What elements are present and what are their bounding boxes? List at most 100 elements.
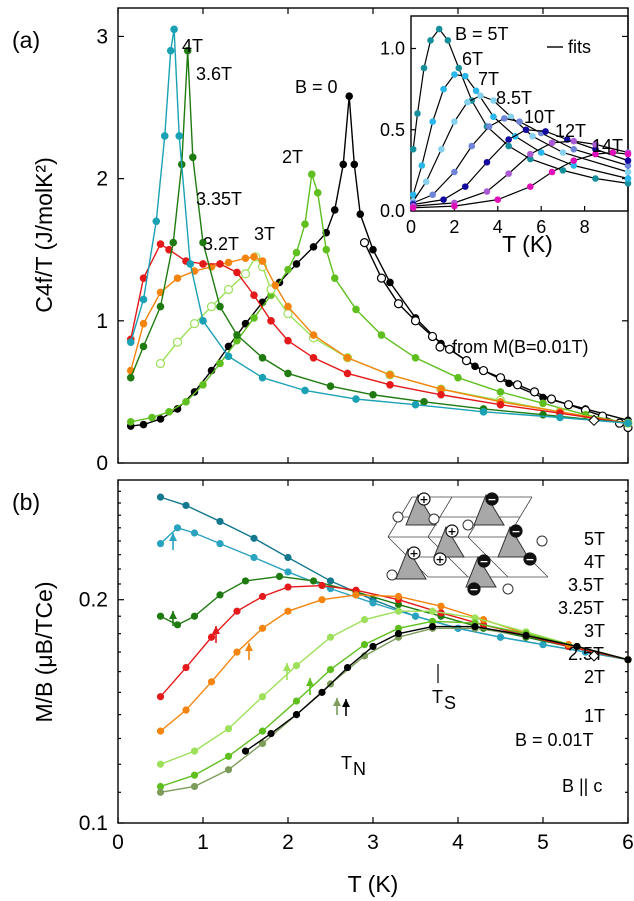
panel-b-curve-label: 3T xyxy=(584,621,605,641)
panel-b-series-3.25T-point xyxy=(284,583,292,591)
inset-series-6T-point xyxy=(429,118,437,125)
inset-series-7T-point xyxy=(422,178,430,186)
panel-b-curve-label: 1T xyxy=(584,706,605,726)
inset-series-8.5T-point xyxy=(570,145,578,153)
panel-b-series-B0.01T-point xyxy=(267,729,275,738)
panel-b-series-3.5T-point xyxy=(241,577,250,585)
panel-b-series-2T-point xyxy=(258,727,267,735)
inset-series-8.5T-fit xyxy=(412,117,629,204)
inset-series-14T-point xyxy=(624,150,632,158)
panel-b-x-tick-label: 0 xyxy=(112,831,124,854)
lattice-minus-site xyxy=(477,554,491,568)
panel-b-series-1T-point xyxy=(190,782,199,791)
panel-a-y-tick-label: 0 xyxy=(96,452,108,475)
lattice-open-site xyxy=(502,583,514,595)
panel-a-series-B0-point xyxy=(241,319,250,328)
panel-a-series-fromMB0.01T-point xyxy=(461,356,472,366)
panel-b-series-B0.01T-line xyxy=(245,625,629,752)
inset-series-6T-fit xyxy=(412,73,629,195)
panel-a-series-3.35T-point xyxy=(284,336,292,345)
inset-series-B5T-point xyxy=(427,37,434,44)
inset-series-14T-point xyxy=(609,149,617,156)
panel-a-series-2T-point xyxy=(126,417,135,426)
inset-series-10T-fit xyxy=(413,129,629,206)
panel-b-arrow-head xyxy=(169,533,177,541)
panel-a-curve-label: 3.35T xyxy=(196,189,242,209)
panel-b-arrow-head xyxy=(169,611,177,619)
panel-b-label: (b) xyxy=(12,489,40,515)
panel-b-series-B0.01T-point xyxy=(394,630,403,638)
panel-a-series-fromMB0.01T-point xyxy=(495,373,506,383)
panel-b-curve-label: 5T xyxy=(584,529,605,549)
lattice-site-sign: − xyxy=(487,493,496,506)
panel-b-series-3T-point xyxy=(284,607,292,615)
panel-b-x-tick-label: 1 xyxy=(197,831,209,854)
panel-b-series-5T-point xyxy=(156,493,165,501)
panel-a-series-2T-point xyxy=(411,353,420,362)
panel-b-x-tick-label: 2 xyxy=(282,831,294,854)
panel-a-series-4T-point xyxy=(411,400,420,409)
panel-b-series-2.5T-point xyxy=(224,725,233,733)
panel-a-series-3.35T-point xyxy=(250,291,258,300)
panel-a-label: (a) xyxy=(12,27,40,53)
panel-b-series-3.25T-point xyxy=(258,592,267,601)
panel-a-series-2T-point xyxy=(216,359,224,368)
panel-a-series-2T-point xyxy=(148,413,156,422)
panel-b-series-B0.01T-point xyxy=(369,642,377,651)
panel-a-series-3T-point xyxy=(206,301,217,312)
inset-series-B5T-point xyxy=(444,37,452,44)
inset-curve-label: 14T xyxy=(592,136,623,156)
lattice-schematic: + − + − + − + − − xyxy=(386,492,549,596)
panel-b-series-3T-point xyxy=(258,624,267,632)
inset-x-tick-label: 0 xyxy=(406,217,416,237)
panel-a-series-3.6T-point xyxy=(233,331,241,339)
lattice-triangle xyxy=(497,525,529,558)
inset-series-B5T-point xyxy=(409,145,417,153)
panel-b-series-3.25T-point xyxy=(182,663,190,672)
lattice-triangle xyxy=(433,525,465,558)
panel-b-series-4T-point xyxy=(369,599,377,607)
panel-b-series-3.25T-point xyxy=(233,607,241,615)
inset-frame xyxy=(410,15,629,212)
panel-b-series-5T-point xyxy=(216,517,224,526)
lattice-triangle xyxy=(405,493,437,526)
panel-a-series-3.6T-point xyxy=(156,302,165,311)
panel-a-series-2T-point xyxy=(165,408,173,416)
panel-a-series-3.35T-point xyxy=(139,274,148,282)
panel-b-curve-label: 3.25T xyxy=(558,598,604,618)
panel-a-y-tick-label: 1 xyxy=(96,310,108,333)
panel-b-series-2T-line xyxy=(160,620,629,788)
lattice-open-site xyxy=(386,569,398,581)
panel-a-series-4T-point xyxy=(624,419,632,427)
panel-a-series-4T-line xyxy=(130,29,629,424)
inset-curve-label: 7T xyxy=(478,69,499,89)
panel-a-series-4T-point xyxy=(556,413,564,422)
inset-curve-label: 8.5T xyxy=(496,88,532,108)
inset-series-6T-point xyxy=(440,85,447,93)
panel-b-series-4T-point xyxy=(250,553,258,562)
panel-a-series-B0-point xyxy=(345,92,354,100)
panel-a-series-3T-point xyxy=(283,309,293,319)
inset-x-tick-label: 6 xyxy=(536,217,546,237)
panel-a-series-fromMB0.01T-point xyxy=(478,365,489,376)
panel-a-series-B0-point xyxy=(339,160,348,169)
panel-a-series-B0-point xyxy=(369,245,377,254)
panel-b-series-5T-point xyxy=(326,577,335,585)
panel-a-series-3.35T-point xyxy=(309,353,318,362)
panel-a-series-3.6T-point xyxy=(169,238,178,247)
inset-series-10T-point xyxy=(624,157,632,164)
panel-a-series-2T-point xyxy=(454,373,462,382)
panel-a-series-2T-point xyxy=(322,245,331,254)
inset-series-7T-point xyxy=(451,118,458,125)
inset-series-7T-point xyxy=(490,97,497,104)
panel-a-series-fromMB0.01T-point xyxy=(410,316,421,326)
panel-b-series-B0.01T-point xyxy=(241,747,250,755)
panel-a-series-3T-point xyxy=(223,284,234,295)
panel-b-series-2T-point xyxy=(326,665,335,674)
panel-b-ylabel: M/B (μB/TCe) xyxy=(31,581,57,722)
lattice-minus-site xyxy=(523,552,537,566)
lattice-site-sign: + xyxy=(447,525,456,538)
panel-b-series-B0.01T-point xyxy=(522,631,530,640)
inset-series-10T-point xyxy=(483,158,491,166)
